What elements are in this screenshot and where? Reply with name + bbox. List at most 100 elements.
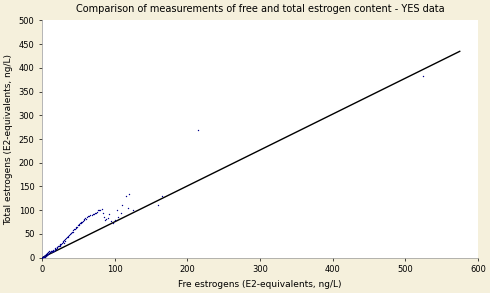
Point (53, 246, 61, 251)
Point (125, 191, 133, 196)
Point (80, 217, 88, 221)
Point (100, 215, 108, 220)
Point (74, 223, 82, 228)
Point (57, 242, 65, 247)
Point (68, 229, 76, 234)
Point (42, 252, 50, 257)
Point (195, 127, 202, 132)
Point (62, 235, 70, 240)
Point (49, 248, 56, 253)
Point (90, 211, 98, 216)
Point (64, 234, 72, 239)
Point (419, 74, 427, 78)
Point (78, 219, 86, 224)
Point (58, 241, 66, 246)
Point (49, 249, 57, 253)
Point (44, 252, 52, 257)
Point (101, 217, 109, 222)
Point (70, 227, 78, 231)
Point (71, 227, 79, 231)
Point (86, 214, 94, 218)
Point (118, 203, 126, 208)
Point (41, 254, 49, 259)
Point (109, 221, 117, 226)
Point (51, 246, 59, 251)
Point (70, 228, 77, 232)
Point (41, 253, 49, 258)
Point (86, 213, 94, 217)
Point (95, 208, 103, 212)
Point (45, 251, 53, 256)
Point (73, 224, 81, 229)
Point (46, 249, 53, 254)
Point (67, 231, 74, 235)
Point (122, 194, 130, 198)
Y-axis label: Total estrogens (E2-equivalents, ng/L): Total estrogens (E2-equivalents, ng/L) (4, 54, 13, 224)
Point (44, 251, 51, 255)
Point (50, 247, 58, 251)
Point (56, 243, 64, 247)
Point (75, 222, 83, 227)
Point (52, 246, 60, 251)
Point (44, 253, 51, 257)
Point (66, 231, 74, 236)
Point (80, 217, 88, 222)
Point (67, 231, 75, 235)
X-axis label: Fre estrogens (E2-equivalents, ng/L): Fre estrogens (E2-equivalents, ng/L) (178, 280, 342, 289)
Point (94, 208, 102, 212)
Point (62, 236, 70, 241)
Point (98, 207, 106, 212)
Point (47, 249, 55, 254)
Point (89, 212, 97, 216)
Point (60, 237, 68, 242)
Point (81, 216, 89, 221)
Point (46, 250, 54, 255)
Point (41, 254, 49, 258)
Point (117, 210, 124, 215)
Point (129, 208, 137, 212)
Point (42, 253, 50, 258)
Point (98, 210, 106, 215)
Point (51, 247, 59, 252)
Point (59, 239, 67, 243)
Point (39, 254, 47, 259)
Point (107, 218, 115, 223)
Point (63, 234, 71, 239)
Point (54, 244, 62, 248)
Point (65, 235, 73, 240)
Point (60, 241, 68, 246)
Point (48, 250, 55, 254)
Point (53, 245, 61, 250)
Point (124, 205, 132, 210)
Point (105, 212, 113, 216)
Point (77, 220, 85, 224)
Point (56, 241, 64, 246)
Point (82, 217, 90, 221)
Point (39, 255, 47, 260)
Point (104, 216, 112, 221)
Title: Comparison of measurements of free and total estrogen content - YES data: Comparison of measurements of free and t… (76, 4, 444, 14)
Point (91, 210, 98, 215)
Point (43, 253, 50, 258)
Point (115, 215, 122, 220)
Point (49, 247, 57, 252)
Point (154, 203, 162, 208)
Point (65, 233, 73, 238)
Point (69, 229, 76, 234)
Point (76, 221, 84, 226)
Point (43, 251, 50, 256)
Point (102, 217, 110, 221)
Point (113, 208, 121, 212)
Point (93, 209, 100, 214)
Point (92, 210, 100, 215)
Point (38, 255, 46, 260)
Point (111, 217, 119, 222)
Point (53, 245, 61, 250)
Point (83, 215, 91, 220)
Point (56, 244, 64, 248)
Point (46, 251, 53, 255)
Point (44, 250, 52, 255)
Point (50, 248, 58, 253)
Point (74, 223, 82, 228)
Point (73, 224, 80, 229)
